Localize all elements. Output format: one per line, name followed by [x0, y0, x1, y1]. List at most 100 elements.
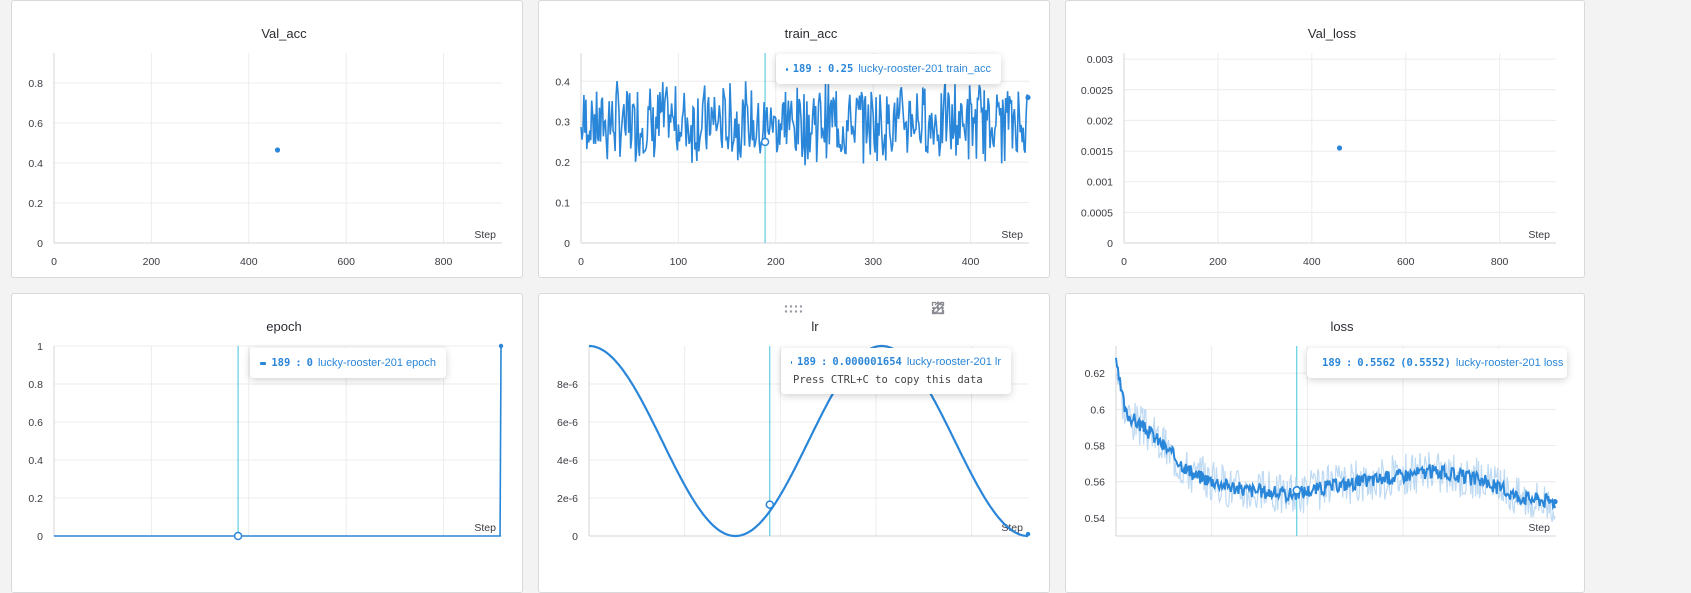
tooltip-series: lucky-rooster-201 loss — [1455, 357, 1564, 369]
data-point — [1336, 145, 1343, 151]
y-tick-label: 0.0015 — [1081, 146, 1113, 158]
y-tick-label: 0.0025 — [1081, 85, 1113, 97]
step-label: Step — [1528, 522, 1550, 534]
smoothed-series-line — [1115, 357, 1556, 511]
y-tick-label: 0 — [1107, 238, 1113, 250]
y-tick-label: 0.2 — [555, 157, 570, 169]
chart-title: lr — [811, 319, 819, 334]
hover-point — [760, 137, 770, 147]
train-acc-panel: train_acc 0 0.1 0.2 0.3 0.4 0 100 200 300 400 Step … — [538, 0, 1050, 278]
end-point — [1025, 531, 1031, 537]
y-tick-label: 4e-6 — [557, 455, 578, 467]
y-tick-label: 0.002 — [1087, 115, 1113, 127]
x-tick-label: 600 — [337, 256, 355, 268]
more-icon[interactable] — [932, 301, 1045, 319]
tooltip-step: 189 — [792, 63, 812, 75]
tooltip-step: 189 — [271, 357, 291, 369]
x-tick-label: 0 — [51, 256, 57, 268]
copy-hint: Press CTRL+C to copy this data — [793, 374, 983, 386]
tooltip-value: 0 — [306, 357, 313, 369]
x-tick-label: 200 — [767, 256, 785, 268]
y-tick-label: 0.0005 — [1081, 207, 1113, 219]
epoch-chart[interactable]: epoch 0 0.2 0.4 0.6 0.8 1 Step — [12, 294, 523, 593]
series-swatch — [786, 67, 788, 71]
x-tick-label: 200 — [1209, 256, 1227, 268]
hover-point — [233, 531, 243, 541]
loss-panel: loss 0.54 0.56 0.58 0.6 0.62 Step 189: 0.5562 … — [1065, 293, 1585, 593]
loss-chart[interactable]: loss 0.54 0.56 0.58 0.6 0.62 Step — [1066, 294, 1585, 593]
y-tick-label: 0.003 — [1087, 54, 1113, 66]
tooltip-smoothed-value: (0.5552) — [1400, 357, 1451, 369]
raw-series-line — [1115, 373, 1556, 523]
y-tick-label: 0.3 — [555, 117, 570, 129]
y-tick-label: 0.4 — [28, 158, 43, 170]
lr-panel: lr 0 2e-6 4e-6 6e-6 8e-6 Step 189: 0.000001654… — [538, 293, 1050, 593]
tooltip-value: 0.000001654 — [832, 356, 902, 368]
y-tick-label: 0.56 — [1085, 477, 1106, 489]
panel-toolbar — [931, 301, 1045, 319]
y-tick-label: 0.58 — [1085, 441, 1106, 453]
loss-tooltip: 189: 0.5562 (0.5552) lucky-rooster-201 l… — [1307, 348, 1567, 378]
train-acc-tooltip: 189: 0.25 lucky-rooster-201 train_acc — [776, 54, 1001, 84]
step-label: Step — [1001, 229, 1023, 241]
y-tick-label: 0 — [37, 531, 43, 543]
series-swatch — [791, 360, 793, 364]
y-tick-label: 2e-6 — [557, 493, 578, 505]
step-label: Step — [1528, 229, 1550, 241]
x-tick-label: 0 — [578, 256, 584, 268]
chart-title: Val_loss — [1308, 26, 1357, 41]
series-line — [54, 345, 502, 537]
val-loss-chart: Val_loss 0 0.0005 0.001 0.0015 0.002 0.0025 0.0… — [1081, 26, 1556, 268]
x-tick-label: 800 — [435, 256, 453, 268]
val-loss-panel: Val_loss 0 0.0005 0.001 0.0015 0.002 0.0025 0.0… — [1065, 0, 1585, 278]
chart-title: loss — [1330, 319, 1354, 334]
drag-handle-icon[interactable] — [783, 304, 807, 314]
x-tick-label: 0 — [1121, 256, 1127, 268]
fullscreen-icon[interactable] — [931, 301, 1013, 319]
edit-icon[interactable] — [932, 301, 981, 319]
epoch-tooltip: 189: 0 lucky-rooster-201 epoch — [250, 348, 446, 378]
x-tick-label: 200 — [143, 256, 161, 268]
epoch-panel: epoch 0 0.2 0.4 0.6 0.8 1 Step 189: 0 lucky-roo… — [11, 293, 523, 593]
step-label: Step — [474, 229, 496, 241]
step-label: Step — [474, 522, 496, 534]
lr-tooltip: 189: 0.000001654 lucky-rooster-201 lr Pr… — [781, 348, 1011, 394]
y-tick-label: 8e-6 — [557, 379, 578, 391]
end-point — [1025, 94, 1031, 101]
y-tick-label: 0.6 — [28, 417, 43, 429]
x-tick-label: 300 — [864, 256, 882, 268]
tooltip-series: lucky-rooster-201 lr — [906, 356, 1001, 368]
y-tick-label: 0.62 — [1085, 368, 1106, 380]
y-tick-label: 0.8 — [28, 379, 43, 391]
train-acc-chart[interactable]: train_acc 0 0.1 0.2 0.3 0.4 0 100 200 300 400 Step — [539, 1, 1050, 278]
tooltip-value: 0.25 — [828, 63, 854, 75]
data-point — [274, 147, 281, 153]
x-tick-label: 100 — [670, 256, 688, 268]
x-tick-label: 400 — [1303, 256, 1321, 268]
chart-title: train_acc — [785, 26, 838, 41]
y-tick-label: 1 — [37, 341, 43, 353]
y-tick-label: 0.6 — [1090, 404, 1105, 416]
y-tick-label: 0.001 — [1087, 177, 1113, 189]
val-acc-panel: Val_acc 0 0.2 0.4 0.6 0.8 0 200 400 600 800 Step — [11, 0, 523, 278]
y-tick-label: 0.1 — [555, 198, 570, 210]
y-tick-label: 0 — [564, 238, 570, 250]
hover-point — [765, 500, 775, 509]
y-tick-label: 0.4 — [555, 76, 570, 88]
x-tick-label: 800 — [1491, 256, 1509, 268]
y-tick-label: 0.2 — [28, 493, 43, 505]
x-tick-label: 600 — [1397, 256, 1415, 268]
tooltip-series: lucky-rooster-201 epoch — [317, 357, 436, 369]
hover-point — [1292, 486, 1302, 495]
end-point — [498, 343, 504, 349]
tooltip-step: 189 — [1322, 357, 1341, 369]
tooltip-step: 189 — [797, 356, 816, 368]
tooltip-value: 0.5562 — [1357, 357, 1396, 369]
y-tick-label: 0 — [572, 531, 578, 543]
chart-title: Val_acc — [261, 26, 307, 41]
y-tick-label: 0 — [37, 238, 43, 250]
series-line — [580, 80, 1029, 166]
val-acc-chart: Val_acc 0 0.2 0.4 0.6 0.8 0 200 400 600 800 Step — [28, 26, 502, 268]
y-tick-label: 0.54 — [1085, 513, 1106, 525]
